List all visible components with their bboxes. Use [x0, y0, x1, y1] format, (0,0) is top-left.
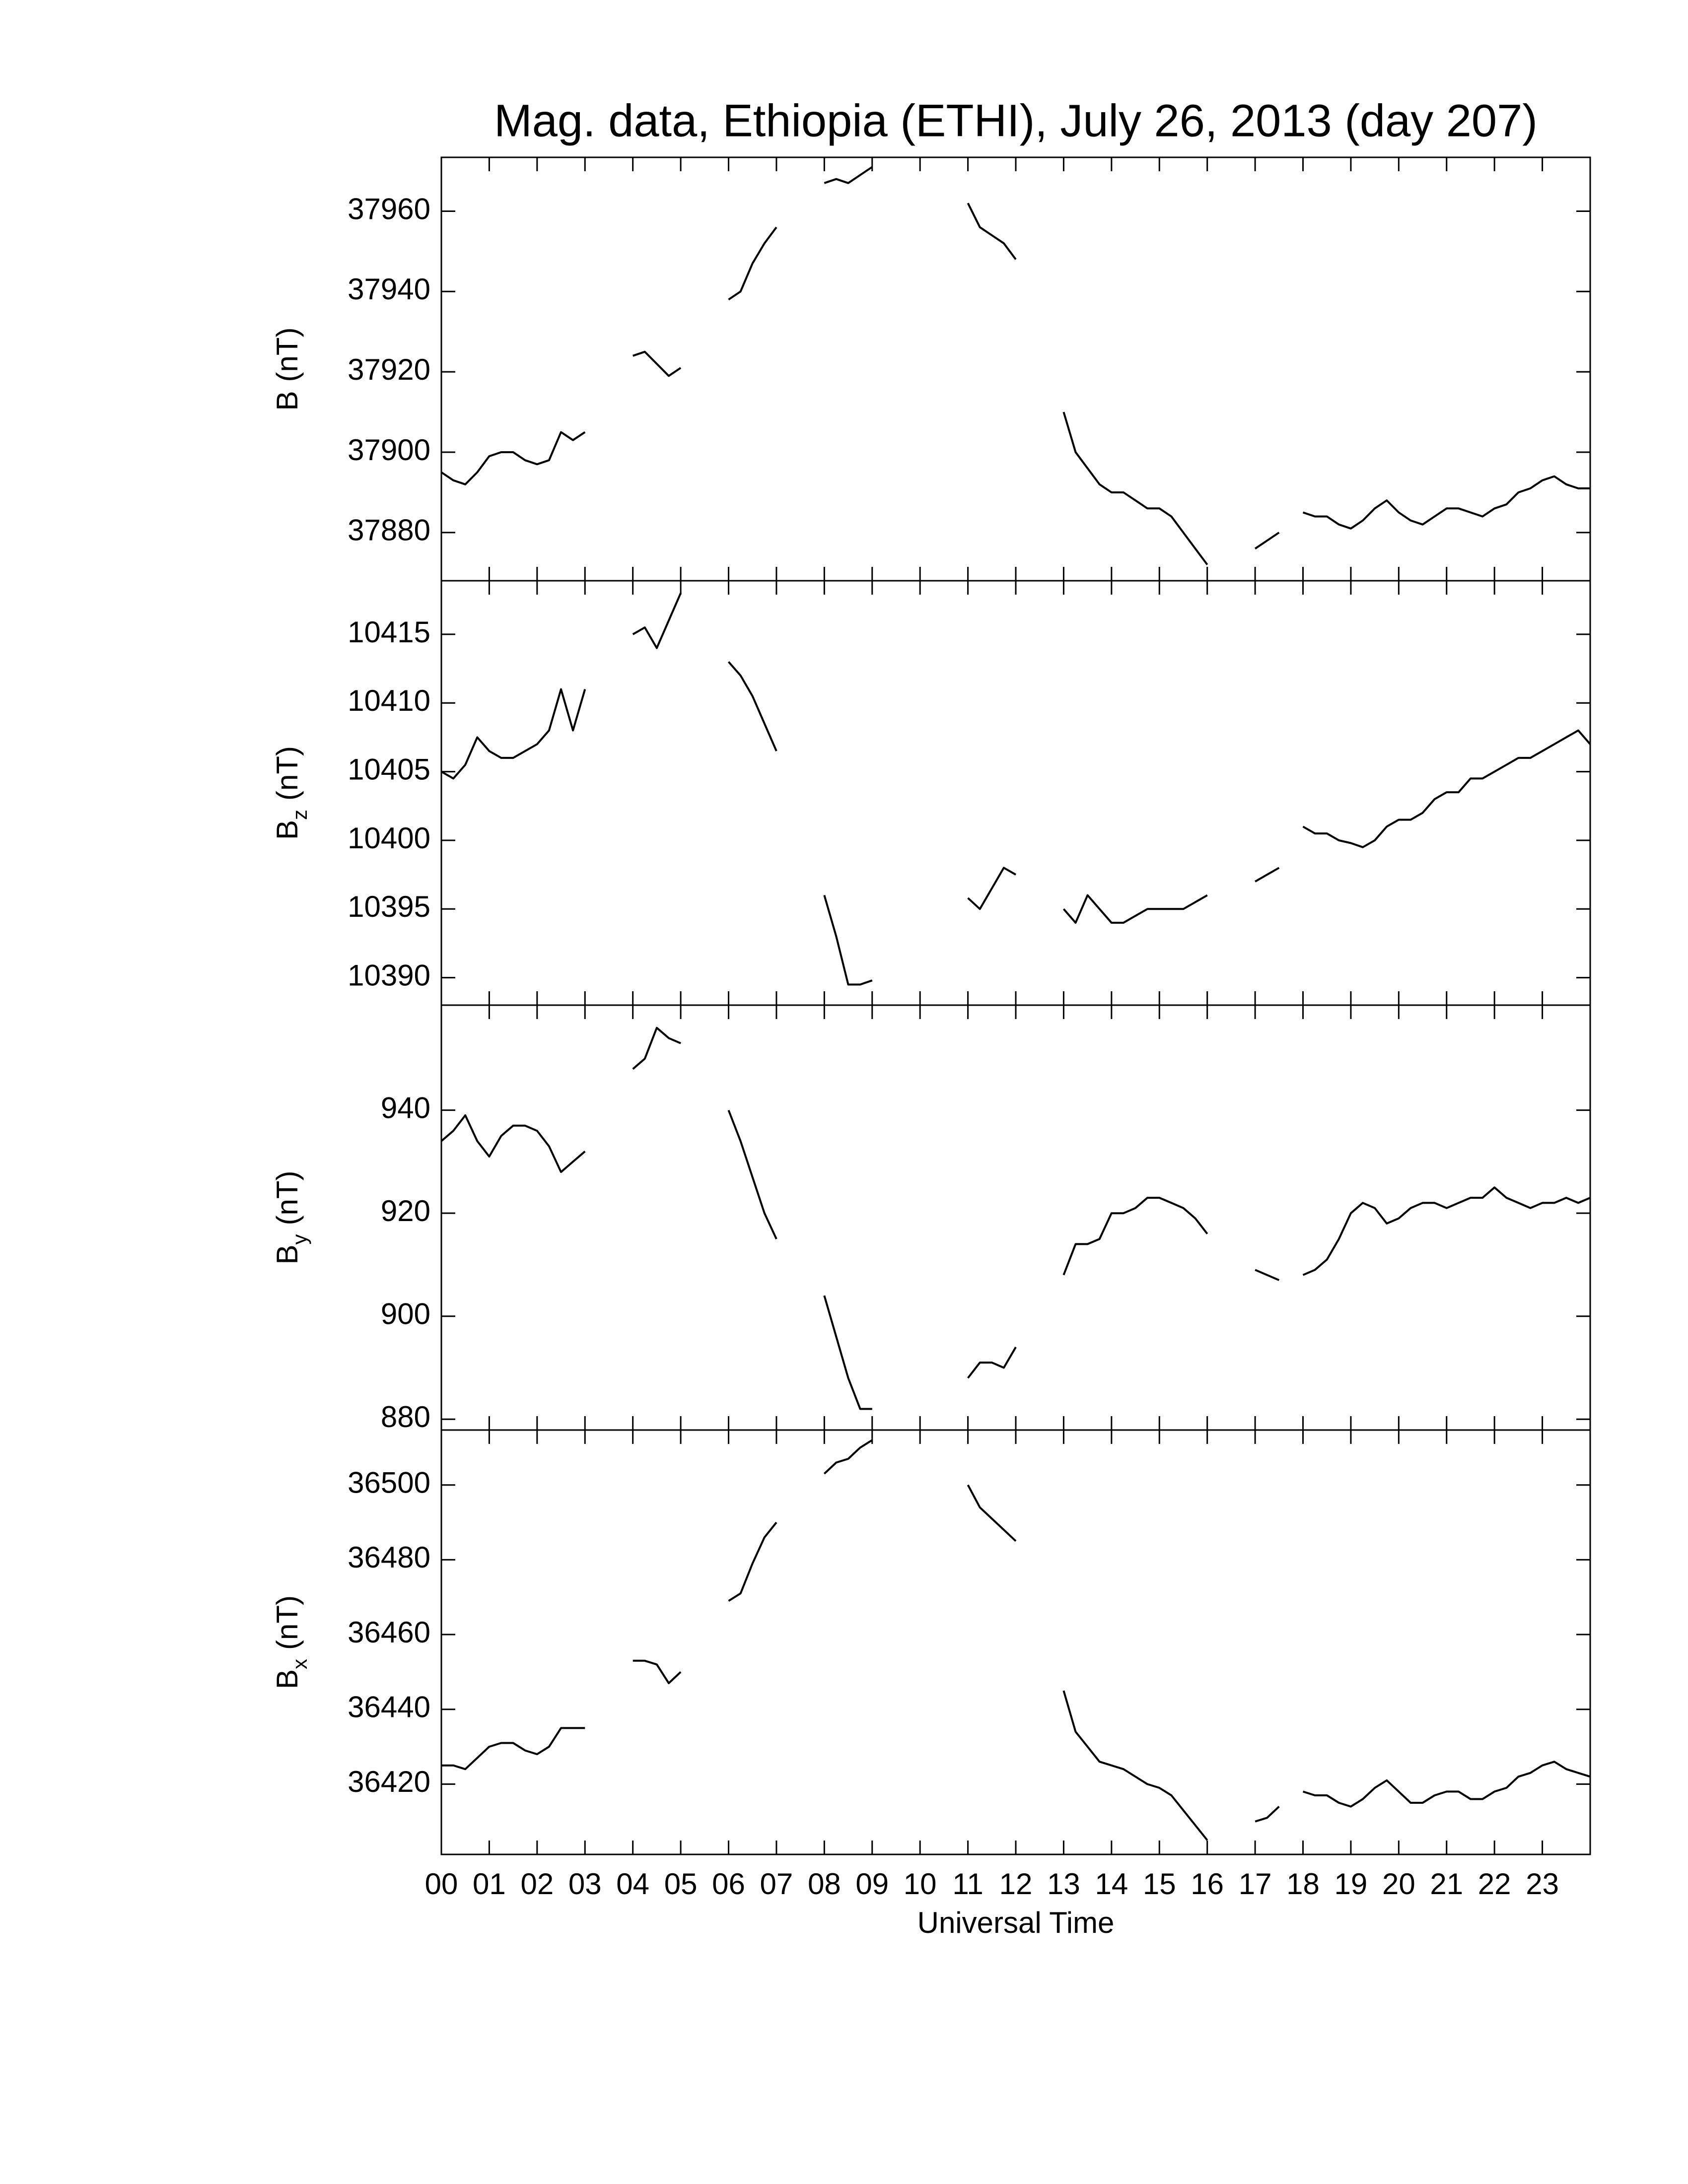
- y-label-sub: z: [288, 810, 311, 820]
- y-tick-label: 920: [381, 1194, 430, 1228]
- y-label-unit: (nT): [271, 1595, 304, 1650]
- y-tick-label: 37920: [348, 353, 430, 386]
- y-tick-label: 37880: [348, 514, 430, 547]
- y-tick-label: 10395: [348, 890, 430, 923]
- y-label-unit: (nT): [271, 327, 304, 382]
- y-tick-label: 37900: [348, 433, 430, 467]
- y-tick-label: 36420: [348, 1765, 430, 1798]
- x-tick-label: 23: [1526, 1867, 1559, 1901]
- y-tick-label: 37940: [348, 273, 430, 306]
- y-axis-label: By (nT): [271, 1170, 311, 1264]
- chart-title: Mag. data, Ethiopia (ETHI), July 26, 201…: [494, 95, 1538, 146]
- x-tick-label: 15: [1143, 1867, 1176, 1901]
- y-label-unit: (nT): [271, 1170, 304, 1225]
- x-axis-label: Universal Time: [917, 1906, 1115, 1939]
- x-tick-label: 12: [999, 1867, 1033, 1901]
- y-axis-label: B (nT): [271, 327, 304, 410]
- y-label-main: B: [271, 1244, 304, 1264]
- data-line: [440, 1026, 1591, 1410]
- y-tick-label: 37960: [348, 192, 430, 225]
- y-tick-label: 36460: [348, 1616, 430, 1649]
- data-line: [441, 1439, 1591, 1841]
- y-axis-label: Bz (nT): [271, 746, 311, 840]
- x-tick-label: 13: [1047, 1867, 1080, 1901]
- x-tick-label: 00: [425, 1867, 458, 1901]
- x-tick-label: 06: [712, 1867, 745, 1901]
- data-line: [440, 166, 1590, 565]
- y-tick-label: 940: [381, 1092, 430, 1125]
- x-tick-label: 10: [904, 1867, 937, 1901]
- x-tick-label: 05: [664, 1867, 698, 1901]
- x-tick-label: 14: [1095, 1867, 1128, 1901]
- x-tick-label: 19: [1335, 1867, 1368, 1901]
- y-label-sub: y: [288, 1234, 311, 1244]
- y-label-sub: x: [288, 1659, 311, 1669]
- x-tick-label: 11: [952, 1867, 983, 1901]
- x-tick-label: 08: [808, 1867, 841, 1901]
- y-tick-label: 10405: [348, 752, 430, 786]
- x-tick-label: 07: [760, 1867, 793, 1901]
- y-tick-label: 36500: [348, 1466, 430, 1500]
- y-tick-label: 880: [381, 1400, 430, 1433]
- y-tick-label: 10415: [348, 615, 430, 649]
- x-tick-label: 04: [616, 1867, 649, 1901]
- y-tick-label: 10400: [348, 821, 430, 855]
- x-tick-label: 22: [1478, 1867, 1511, 1901]
- y-tick-label: 10390: [348, 959, 430, 992]
- y-tick-label: 10410: [348, 684, 430, 717]
- x-tick-label: 01: [473, 1867, 506, 1901]
- y-axis-label: Bx (nT): [271, 1595, 311, 1689]
- x-tick-label: 20: [1382, 1867, 1415, 1901]
- x-tick-label: 21: [1430, 1867, 1463, 1901]
- y-tick-label: 36480: [348, 1541, 430, 1574]
- data-line: [441, 593, 1591, 986]
- x-tick-label: 03: [568, 1867, 602, 1901]
- x-tick-label: 09: [855, 1867, 889, 1901]
- y-label-main: B: [271, 391, 304, 410]
- y-label-main: B: [271, 1669, 304, 1689]
- x-tick-label: 18: [1286, 1867, 1320, 1901]
- y-label-main: B: [271, 820, 304, 840]
- x-tick-label: 16: [1191, 1867, 1224, 1901]
- y-tick-label: 900: [381, 1297, 430, 1331]
- x-tick-label: 02: [520, 1867, 554, 1901]
- y-tick-label: 36440: [348, 1691, 430, 1724]
- x-tick-label: 17: [1239, 1867, 1272, 1901]
- y-label-unit: (nT): [271, 746, 304, 801]
